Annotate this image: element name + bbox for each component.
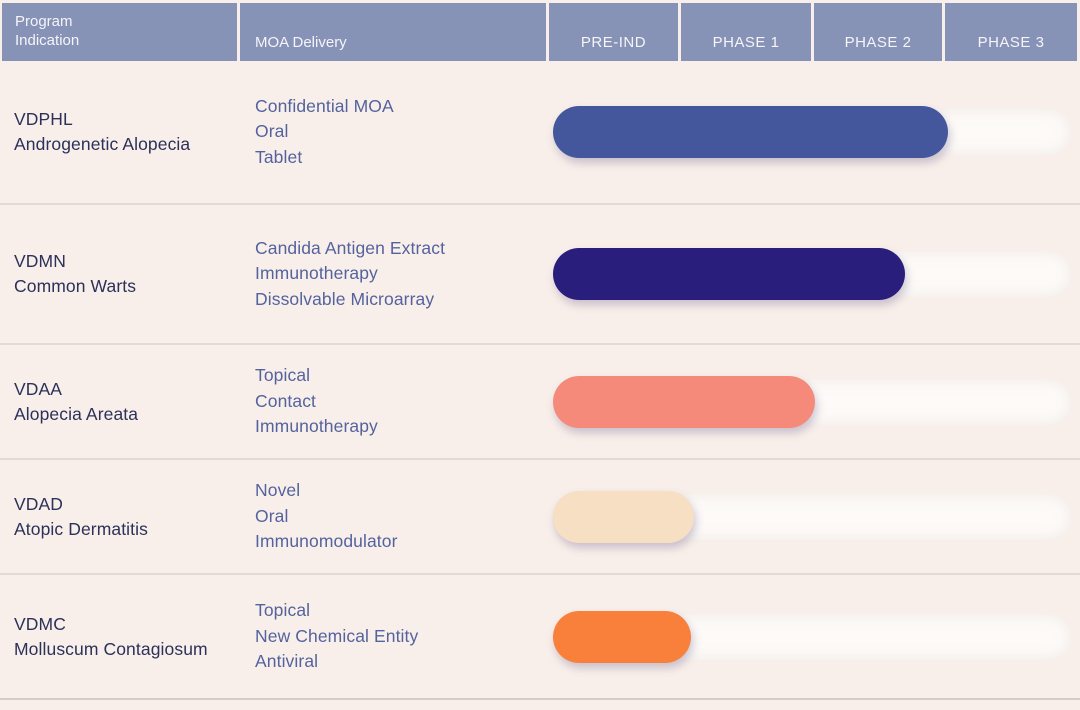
header-moa-label: MOA Delivery <box>255 34 347 51</box>
header-phase1-label: PHASE 1 <box>712 34 780 51</box>
moa-line: Oral <box>255 505 289 526</box>
pipeline-cell <box>553 575 1080 698</box>
moa-line: Contact <box>255 390 317 411</box>
phase-progress-bar <box>553 610 691 663</box>
header-program-line2: Indication <box>15 32 80 49</box>
program-indication-cell: VDMC Molluscum Contagiosum <box>0 575 240 698</box>
table-row: VDAA Alopecia Areata Topical Contact Imm… <box>0 345 1080 460</box>
column-header-moa-delivery: MOA Delivery <box>240 3 546 61</box>
moa-line: Immunomodulator <box>255 531 398 552</box>
indication-name: Androgenetic Alopecia <box>14 134 191 154</box>
pipeline-cell <box>553 61 1080 203</box>
column-header-program-indication: Program Indication <box>2 3 237 61</box>
column-header-phase-3: PHASE 3 <box>945 3 1077 61</box>
moa-line: Tablet <box>255 146 303 167</box>
pipeline-cell <box>553 460 1080 573</box>
moa-line: Oral <box>255 121 289 142</box>
header-phase2-label: PHASE 2 <box>844 34 912 51</box>
phase-progress-bar <box>553 248 905 300</box>
moa-line: Topical <box>255 600 311 621</box>
table-row: VDAD Atopic Dermatitis Novel Oral Immuno… <box>0 460 1080 575</box>
phase-progress-bar <box>553 106 948 158</box>
moa-line: New Chemical Entity <box>255 625 419 646</box>
column-header-pre-ind: PRE-IND <box>549 3 678 61</box>
program-indication-cell: VDAD Atopic Dermatitis <box>0 460 240 573</box>
program-code: VDAA <box>14 378 63 399</box>
table-header-row: Program Indication MOA Delivery PRE-IND … <box>0 3 1080 61</box>
moa-delivery-cell: Novel Oral Immunomodulator <box>240 460 553 573</box>
indication-name: Common Warts <box>14 276 137 296</box>
phase-progress-bar <box>553 490 694 543</box>
column-header-phase-1: PHASE 1 <box>681 3 811 61</box>
moa-line: Immunotherapy <box>255 263 378 284</box>
drug-pipeline-table: Program Indication MOA Delivery PRE-IND … <box>0 3 1080 710</box>
indication-name: Atopic Dermatitis <box>14 518 148 539</box>
moa-delivery-cell: Topical New Chemical Entity Antiviral <box>240 575 553 698</box>
moa-line: Topical <box>255 365 311 386</box>
program-code: VDAD <box>14 493 64 514</box>
header-phase3-label: PHASE 3 <box>977 34 1045 51</box>
program-indication-cell: VDAA Alopecia Areata <box>0 345 240 458</box>
pipeline-cell <box>553 345 1080 458</box>
header-preind-label: PRE-IND <box>580 34 647 51</box>
program-code: VDMC <box>14 613 66 634</box>
moa-delivery-cell: Candida Antigen Extract Immunotherapy Di… <box>240 205 553 343</box>
moa-line: Candida Antigen Extract <box>255 237 446 258</box>
table-row: VDMC Molluscum Contagiosum Topical New C… <box>0 575 1080 700</box>
indication-name: Alopecia Areata <box>14 403 139 424</box>
phase-progress-bar <box>553 375 815 428</box>
moa-line: Immunotherapy <box>255 416 378 437</box>
pipeline-cell <box>553 205 1080 343</box>
table-row: VDMN Common Warts Candida Antigen Extrac… <box>0 205 1080 345</box>
moa-line: Confidential MOA <box>255 95 394 116</box>
moa-line: Novel <box>255 480 301 501</box>
moa-delivery-cell: Confidential MOA Oral Tablet <box>240 61 553 203</box>
moa-line: Dissolvable Microarray <box>255 288 435 309</box>
program-code: VDPHL <box>14 109 73 129</box>
table-row: VDPHL Androgenetic Alopecia Confidential… <box>0 61 1080 205</box>
column-header-phase-2: PHASE 2 <box>814 3 942 61</box>
indication-name: Molluscum Contagiosum <box>14 638 208 659</box>
program-code: VDMN <box>14 251 66 271</box>
moa-line: Antiviral <box>255 651 319 672</box>
program-indication-cell: VDPHL Androgenetic Alopecia <box>0 61 240 203</box>
moa-delivery-cell: Topical Contact Immunotherapy <box>240 345 553 458</box>
header-program-line1: Program <box>15 13 73 30</box>
program-indication-cell: VDMN Common Warts <box>0 205 240 343</box>
